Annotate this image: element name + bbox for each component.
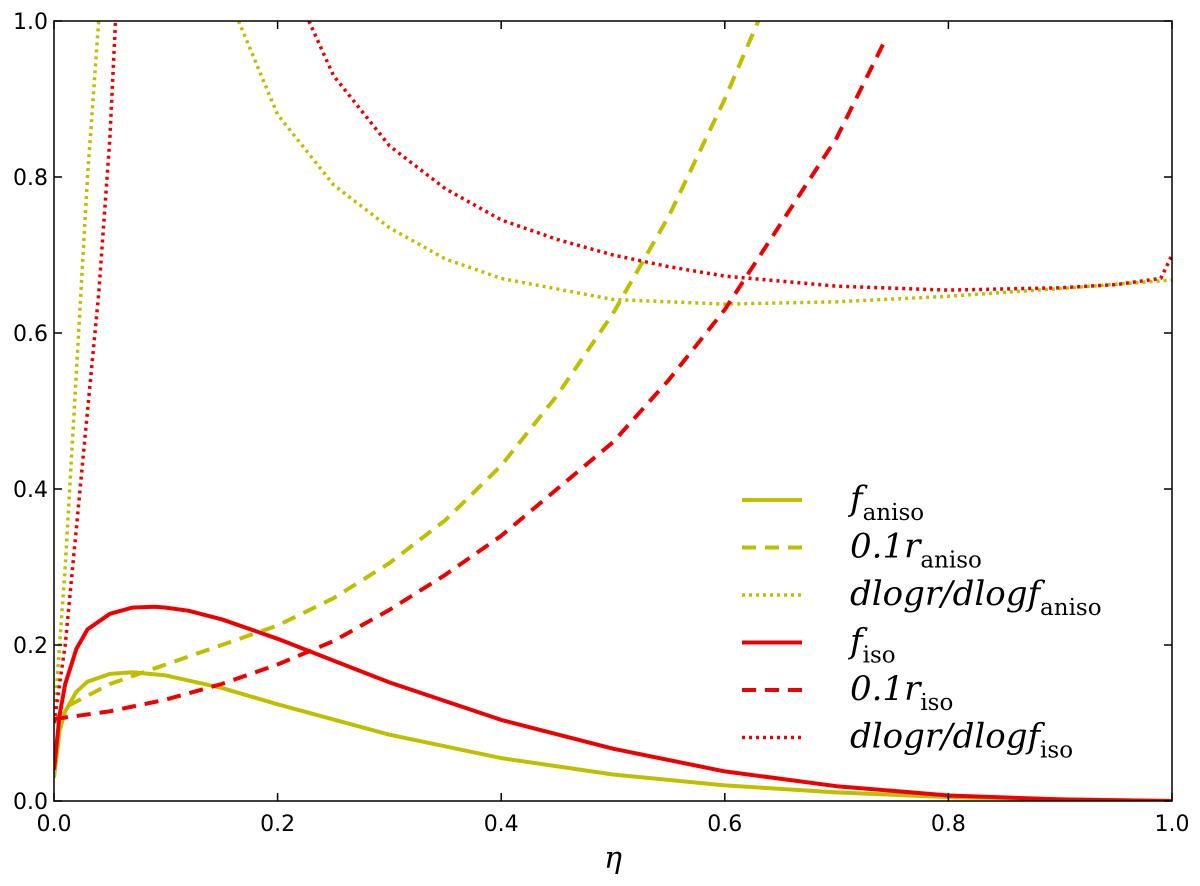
- legend-label-sub-0: aniso: [863, 500, 925, 526]
- plot-frame: [53, 20, 1173, 802]
- legend-label-sub-2: aniso: [1040, 595, 1102, 621]
- series-line-4: [54, 604, 1172, 801]
- legend-label-4: 0.1riso: [850, 669, 953, 716]
- legend-label-main-1: 0.1r: [850, 527, 922, 567]
- legend-label-2: dlogr/dlogfaniso: [850, 574, 1102, 621]
- legend-label-main-2: dlogr/dlogf: [850, 574, 1045, 614]
- x-tick-label-3: 0.6: [707, 812, 742, 837]
- y-tick-label-4: 0.8: [13, 166, 48, 191]
- legend-label-sub-4: iso: [920, 690, 953, 716]
- legend-label-sub-5: iso: [1040, 738, 1073, 764]
- series-line-6: [54, 21, 118, 724]
- x-axis-label: η: [604, 841, 622, 876]
- series-line-5: [54, 35, 889, 722]
- legend-label-sub-1: aniso: [920, 548, 982, 574]
- x-tick-label-5: 1.0: [1155, 812, 1190, 837]
- legend-label-3: fiso: [847, 622, 896, 669]
- tick-layer: 0.0 0.2 0.4 0.6 0.8 1.0 0.0 0.2 0.4 0.6 0.8 1.0: [13, 10, 1190, 837]
- y-tick-label-1: 0.2: [13, 634, 48, 659]
- legend-label-sub-3: iso: [863, 643, 896, 669]
- legend-label-0: faniso: [847, 479, 924, 526]
- x-tick-label-1: 0.2: [260, 812, 295, 837]
- x-tick-label-2: 0.4: [484, 812, 519, 837]
- legend-label-main-4: 0.1r: [850, 669, 922, 709]
- y-tick-label-0: 0.0: [13, 790, 48, 815]
- x-tick-label-4: 0.8: [931, 812, 966, 837]
- series-line-1: [54, 21, 761, 725]
- legend-label-1: 0.1raniso: [850, 527, 982, 574]
- legend-label-main-5: dlogr/dlogf: [850, 717, 1045, 757]
- series-line-3: [236, 21, 1172, 306]
- x-tick-label-0: 0.0: [37, 812, 72, 837]
- y-tick-label-2: 0.4: [13, 478, 48, 503]
- y-tick-label-3: 0.6: [13, 322, 48, 347]
- legend: faniso0.1ranisodlogr/dlogfanisofiso0.1ri…: [742, 479, 1102, 764]
- y-tick-label-5: 1.0: [13, 10, 48, 35]
- series-line-2: [54, 21, 101, 724]
- series-line-0: [54, 670, 1172, 801]
- series-layer: [54, 21, 1172, 801]
- legend-label-5: dlogr/dlogfiso: [850, 717, 1073, 764]
